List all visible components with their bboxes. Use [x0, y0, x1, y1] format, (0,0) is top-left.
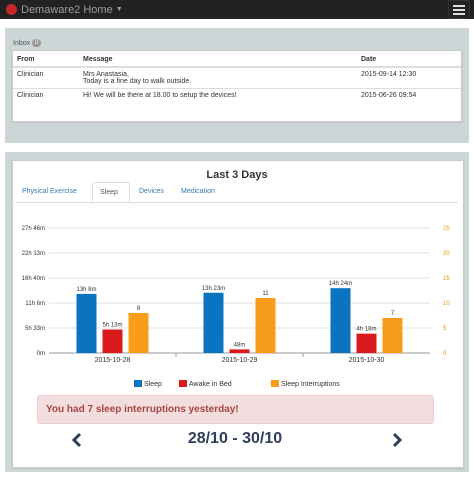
message-date: 2015-09-14 12:30: [357, 66, 461, 89]
date-range: 28/10 - 30/10: [187, 430, 283, 447]
left-axis-tick-label: 27h 46m: [22, 226, 45, 232]
bar-interruptions: [255, 298, 276, 353]
alert-text: You had 7 sleep interruptions yesterday!: [46, 404, 239, 415]
left-axis-tick-label: 11h 6m: [25, 301, 45, 307]
legend-swatch: [179, 380, 187, 387]
data-label: 8: [137, 306, 141, 312]
legend-swatch: [271, 380, 279, 387]
right-axis-tick-label: 5: [443, 326, 447, 332]
column-header-message: Message: [79, 53, 357, 68]
inbox-count-badge: 0: [32, 39, 42, 47]
stats-tabs: Physical Exercise Sleep Devices Medicati…: [15, 182, 458, 203]
menu-toggle-button[interactable]: [448, 0, 470, 19]
column-header-from: From: [13, 53, 79, 68]
app-logo-icon: [6, 4, 17, 15]
bar-interruptions: [382, 318, 403, 353]
message-date: 2015-06-26 09:54: [357, 88, 461, 102]
right-axis-tick-label: 0: [443, 351, 447, 357]
bar-awake: [356, 333, 377, 353]
chevron-left-icon: [71, 432, 82, 448]
data-label: 7: [391, 311, 395, 317]
inbox-label: Inbox: [13, 39, 31, 47]
data-label: 11: [262, 291, 269, 297]
legend-label: Sleep: [144, 381, 162, 388]
table-row[interactable]: Clinician Hi! We will be there at 18.00 …: [13, 88, 461, 102]
message-line: Today is a fine day to walk outside.: [83, 78, 192, 85]
right-axis-tick-label: 15: [443, 276, 450, 282]
bar-awake: [102, 329, 123, 353]
table-header-row: From Message Date: [13, 53, 461, 68]
navbar-title: Demaware2 Home: [21, 3, 113, 16]
stats-title: Last 3 Days: [206, 169, 268, 181]
brand-link[interactable]: Demaware2 Home ▼: [6, 2, 123, 17]
right-axis-tick-label: 20: [443, 251, 450, 257]
legend-label: Awake in Bed: [189, 381, 232, 388]
tab-physical-exercise[interactable]: Physical Exercise: [22, 188, 77, 195]
chevron-down-icon: ▼: [115, 6, 123, 13]
message-line: Mrs Anastasia,: [83, 71, 129, 78]
navbar: Demaware2 Home ▼: [0, 0, 474, 19]
bar-sleep: [203, 292, 224, 353]
legend-label: Sleep Interruptions: [281, 381, 340, 388]
message-from: Clinician: [13, 88, 79, 102]
bar-sleep: [76, 293, 97, 353]
message-from: Clinician: [13, 66, 79, 89]
inbox-header: Inbox 0: [13, 39, 42, 47]
left-axis-tick-label: 5h 33m: [25, 326, 45, 332]
bar-awake: [229, 349, 250, 353]
data-label: 13h 23m: [202, 286, 225, 292]
next-button[interactable]: [390, 430, 404, 450]
message-text: Hi! We will be there at 18.00 to setup t…: [79, 88, 357, 102]
data-label: 48m: [234, 342, 246, 348]
data-label: 13h 8m: [76, 287, 96, 293]
chevron-right-icon: [392, 432, 403, 448]
previous-button[interactable]: [70, 430, 84, 450]
right-axis-tick-label: 10: [443, 301, 450, 307]
inbox-card: From Message Date Clinician Mrs Anastasi…: [12, 50, 462, 122]
hamburger-icon: [453, 5, 465, 7]
bar-interruptions: [128, 313, 149, 353]
messages-table: From Message Date Clinician Mrs Anastasi…: [13, 53, 461, 102]
left-axis-tick-label: 22h 13m: [22, 251, 45, 257]
column-header-date: Date: [357, 53, 461, 68]
table-row[interactable]: Clinician Mrs Anastasia, Today is a fine…: [13, 66, 461, 89]
left-axis-tick-label: 16h 40m: [22, 276, 45, 282]
left-axis-tick-label: 0m: [37, 351, 45, 357]
data-label: 4h 18m: [356, 327, 376, 333]
legend-swatch: [134, 380, 142, 387]
bar-sleep: [330, 288, 351, 353]
sleep-alert: You had 7 sleep interruptions yesterday!: [37, 395, 434, 424]
x-axis-tick-label: 2015-10-28: [95, 357, 131, 364]
tab-devices[interactable]: Devices: [139, 188, 164, 195]
right-axis-tick-label: 25: [443, 226, 450, 232]
tab-medication[interactable]: Medication: [181, 188, 215, 195]
x-axis-tick-label: 2015-10-29: [222, 357, 258, 364]
tab-sleep[interactable]: Sleep: [92, 182, 130, 202]
x-axis-tick-label: 2015-10-30: [349, 357, 385, 364]
data-label: 5h 13m: [102, 323, 122, 329]
data-label: 14h 24m: [329, 281, 352, 287]
message-text: Mrs Anastasia, Today is a fine day to wa…: [79, 66, 357, 89]
